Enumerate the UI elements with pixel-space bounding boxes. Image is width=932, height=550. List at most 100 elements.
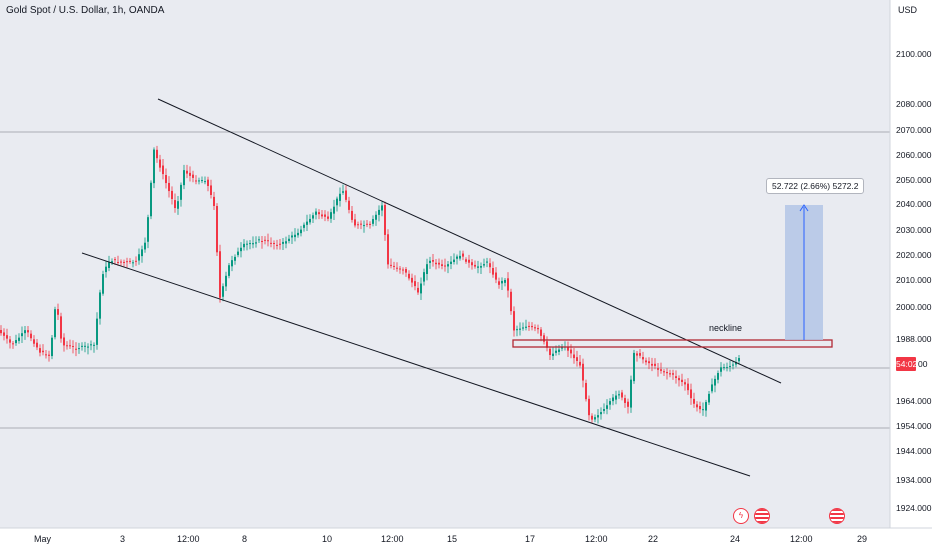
upper-channel-trendline[interactable] [157,98,782,384]
candle-body [279,243,281,245]
candle-body [501,280,503,284]
flash-event-icon[interactable]: ϟ [733,508,749,524]
us-flag-event-icon[interactable] [754,508,770,524]
candle-body [510,291,512,312]
candle-body [171,190,173,200]
candle-body [285,241,287,244]
candle-body [450,261,452,264]
candle-body [591,415,593,420]
candle-body [336,198,338,206]
candle-body [417,287,419,293]
candle-body [411,277,413,283]
lower-channel-trendline[interactable] [81,252,751,477]
candle-body [84,345,86,347]
candle-body [42,350,44,353]
neckline-zone-box[interactable] [512,339,833,348]
candle-body [252,243,254,245]
candle-body [0,329,2,334]
neckline-label[interactable]: neckline [709,323,743,333]
candle-body [309,218,311,223]
candle-body [255,242,257,244]
candle-body [357,224,359,226]
candle-body [645,360,647,363]
candle-body [471,262,473,266]
candle-body [435,262,437,265]
candle-body [12,343,14,345]
candle-body [531,325,533,328]
candle-body [30,333,32,339]
price-axis-label: 2020.000 [896,250,932,260]
candle-body [606,405,608,409]
candle-body [600,412,602,415]
price-axis-label: 2000.000 [896,302,932,312]
candle-body [144,242,146,250]
candle-body [567,347,569,351]
candle-body [249,243,251,245]
candle-body [480,266,482,268]
price-axis-label: 2040.000 [896,199,932,209]
candle-body [660,369,662,371]
candle-body [180,184,182,200]
candle-body [126,261,128,263]
candle-body [732,364,734,366]
candle-body [474,264,476,267]
candle-body [699,406,701,410]
candle-body [381,205,383,211]
candle-body [18,337,20,341]
candle-body [228,265,230,276]
candle-body [483,264,485,266]
candle-body [648,361,650,364]
time-axis-label: 24 [730,534,741,544]
candle-body [237,251,239,256]
candle-body [213,196,215,206]
candle-body [630,379,632,408]
candle-body [327,216,329,219]
candle-body [525,326,527,328]
price-axis-currency: USD [898,5,918,15]
us-flag-event-icon[interactable] [829,508,845,524]
candle-body [318,212,320,215]
candle-body [438,262,440,265]
candle-body [195,180,197,182]
candle-body [558,349,560,352]
candle-body [678,378,680,381]
candle-body [288,238,290,241]
candle-body [651,363,653,366]
candle-body [711,384,713,392]
candle-body [69,345,71,347]
price-axis-label: 1964.000 [896,396,932,406]
candle-body [66,345,68,347]
candle-body [723,367,725,369]
candle-body [453,259,455,263]
candle-body [657,368,659,370]
candle-body [363,225,365,227]
time-axis-label: 12:00 [585,534,608,544]
candle-body [537,328,539,330]
candle-body [243,243,245,248]
candle-body [3,332,5,336]
chart-symbol-title[interactable]: Gold Spot / U.S. Dollar, 1h, OANDA [6,5,165,16]
candle-body [426,264,428,275]
candle-body [597,415,599,418]
candle-body [624,398,626,403]
candle-body [684,382,686,385]
candle-body [513,311,515,331]
candle-body [522,327,524,329]
candle-body [6,335,8,339]
candle-body [609,401,611,405]
price-axis-label: 1934.000 [896,475,932,485]
candle-body [372,219,374,224]
candle-body [717,373,719,380]
candle-body [414,281,416,287]
measure-label[interactable]: 52.722 (2.66%) 5272.2 [766,178,865,194]
candle-body [267,240,269,242]
candle-body [189,172,191,176]
time-axis-label: 8 [242,534,248,544]
candle-body [354,219,356,226]
time-axis-label: 10 [322,534,333,544]
candle-body [399,268,401,270]
candle-body [174,200,176,208]
candle-body [672,373,674,375]
